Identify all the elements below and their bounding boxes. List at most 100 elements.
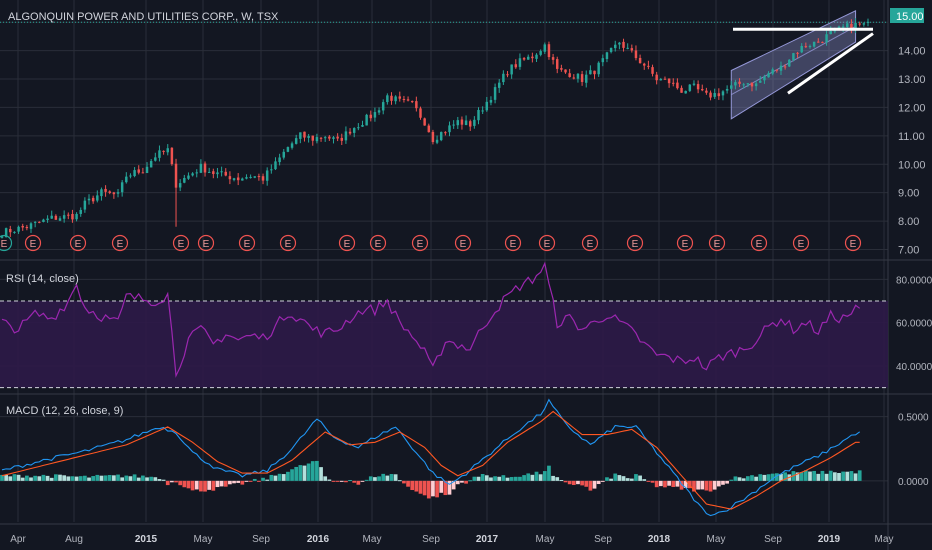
candle-body [473,119,476,126]
macd-histogram-bar [352,480,357,483]
macd-histogram-bar [642,479,647,481]
candle-body [812,41,816,47]
candle-body [535,54,538,59]
macd-histogram-bar [385,475,390,481]
candle-body [183,177,186,183]
earnings-marker [369,234,387,252]
macd-histogram-bar [522,475,526,481]
candle-body [166,148,169,153]
macd-histogram-bar [422,480,427,496]
candle-body [580,74,584,82]
macd-histogram-bar [667,480,671,486]
candle-body [17,226,20,232]
macd-histogram-bar [754,476,758,481]
macd-histogram-bar [679,480,684,490]
time-tick-label: Sep [764,534,782,545]
price-axis[interactable]: 14.00 13.00 12.00 11.00 10.00 9.00 8.00 7.00 80.… [896,46,932,488]
macd-histogram-bar [542,471,547,481]
candle-body [236,177,240,181]
candle-body [0,236,4,238]
candle-body [328,136,331,139]
macd-histogram-bar [199,480,203,492]
candle-body [220,171,223,173]
candle-body [125,176,128,183]
candle-body [361,124,364,127]
candle-body [468,121,472,127]
candle-body [808,46,812,48]
macd-histogram-bar [83,475,87,481]
candle-body [518,58,522,67]
candle-body [158,150,161,158]
candle-body [850,23,853,30]
candle-body [145,166,149,174]
candle-body [643,63,646,66]
macd-histogram-bar [828,470,833,481]
candle-body [216,172,219,175]
earnings-marker-label: E [460,239,467,250]
earnings-marker-label: E [203,239,210,250]
candle-body [415,101,418,109]
time-axis[interactable]: Apr Aug 2015 May Sep 2016 May Sep 2017 May Sep 2018… [10,534,893,545]
macd-histogram-bar [526,473,531,481]
price-tick-label: 8.00 [898,216,919,228]
macd-histogram-bar [650,480,655,483]
earnings-marker [844,234,862,252]
macd-histogram-bar [29,477,33,481]
candle-body [531,56,534,59]
earnings-marker-label: E [682,239,689,250]
macd-histogram-bar [45,475,50,481]
candle-body [800,45,803,53]
time-tick-label: Sep [252,534,270,545]
macd-histogram-bar [559,480,564,482]
macd-histogram-bar [605,477,609,481]
earnings-marker [197,234,215,252]
macd-histogram-bar [112,475,116,481]
candle-body [705,90,708,93]
macd-histogram-bar [91,476,96,481]
trendlines[interactable] [733,27,874,95]
macd-histogram-bar [223,480,228,487]
macd-histogram-bar [306,463,311,481]
candle-body [191,173,194,176]
macd-histogram-bar [704,480,709,491]
candlestick-series [0,18,870,239]
candle-body [767,73,770,78]
time-tick-label: 2017 [476,534,499,545]
macd-histogram-bar [567,480,572,485]
macd-histogram-bar [489,477,493,481]
candle-body [311,135,315,141]
candle-body [862,23,866,25]
candle-body [448,125,451,133]
earnings-marker-label: E [632,239,639,250]
macd-histogram-bar [364,479,369,481]
candle-body [133,170,136,177]
candle-body [398,96,402,99]
macd-histogram-bar [634,474,638,481]
macd-histogram-bar [692,480,696,492]
macd-histogram-bar [368,476,373,481]
candle-body [282,151,285,158]
earnings-marker-label: E [417,239,424,250]
candle-body [4,228,8,238]
macd-histogram-bar [654,480,659,488]
macd-histogram-bar [62,475,67,481]
candle-body [701,89,704,91]
macd-histogram-bar [721,480,725,485]
macd-histogram-bar [373,477,377,481]
candle-body [120,182,124,193]
price-tick-label: 13.00 [898,74,926,86]
price-tick-label: 10.00 [898,159,926,171]
macd-histogram-bar [58,474,62,481]
candle-body [638,57,642,64]
candle-body [46,218,49,220]
candle-body [568,73,571,78]
macd-histogram-bar [509,477,514,481]
earnings-marker [24,234,42,252]
macd-histogram-bar [25,475,29,481]
regression-channel[interactable] [730,10,857,120]
macd-histogram-bar [464,480,468,484]
candle-body [357,127,360,129]
time-tick-label: 2018 [648,534,671,545]
